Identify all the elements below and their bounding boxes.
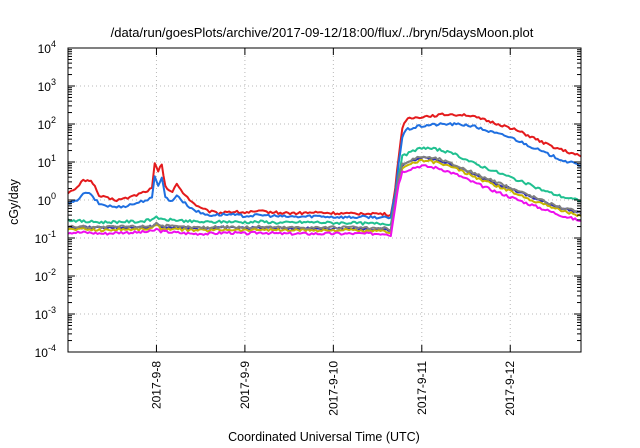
x-axis-label: Coordinated Universal Time (UTC) <box>228 430 420 444</box>
y-tick-exponent: -3 <box>48 305 56 315</box>
y-tick-exponent: 1 <box>51 153 56 163</box>
y-tick-label: 10-4 <box>35 343 56 360</box>
y-tick-exponent: -1 <box>48 229 56 239</box>
y-tick-exponent: 2 <box>51 115 56 125</box>
x-tick-labels: 2017-9-8 2017-9-9 2017-9-10 2017-9-11 2017-9… <box>149 361 517 416</box>
y-tick-label: 102 <box>38 115 56 132</box>
y-tick-label: 100 <box>38 191 56 208</box>
y-tick-label: 10-1 <box>35 229 56 246</box>
y-tick-exponent: 3 <box>51 77 56 87</box>
ticks <box>68 47 581 353</box>
series-line <box>67 146 582 226</box>
series-layer <box>67 112 582 238</box>
y-tick-exponent: -4 <box>48 343 56 353</box>
y-tick-label: 101 <box>38 153 56 170</box>
x-tick-label: 2017-9-12 <box>503 361 517 416</box>
series-line <box>67 112 582 217</box>
y-tick-label: 10-3 <box>35 305 56 322</box>
x-tick-label: 2017-9-8 <box>149 361 163 409</box>
x-tick-label: 2017-9-9 <box>238 361 252 409</box>
x-tick-label: 2017-9-10 <box>326 361 340 416</box>
grid <box>68 48 581 352</box>
x-tick-label: 2017-9-11 <box>415 361 429 415</box>
y-tick-label: 10-2 <box>35 267 56 284</box>
y-tick-exponent: -2 <box>48 267 56 277</box>
y-tick-exponent: 0 <box>51 191 56 201</box>
chart-title: /data/run/goesPlots/archive/2017-09-12/1… <box>111 25 534 40</box>
y-tick-exponent: 4 <box>51 39 56 49</box>
series-line <box>67 122 582 220</box>
series-line <box>67 164 582 238</box>
y-tick-label: 103 <box>38 77 56 94</box>
y-axis-label: cGy/day <box>7 178 21 225</box>
y-tick-label: 104 <box>38 39 56 56</box>
series-line <box>67 155 582 232</box>
